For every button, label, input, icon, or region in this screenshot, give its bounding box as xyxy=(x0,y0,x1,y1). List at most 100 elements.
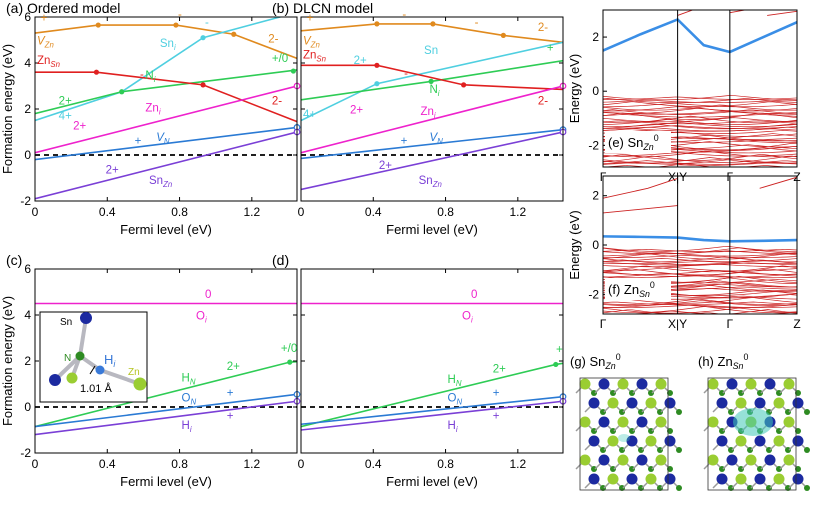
valence-band xyxy=(603,154,797,161)
metal-atom xyxy=(617,416,629,428)
series-line-h-i xyxy=(35,400,297,436)
label-main: - xyxy=(205,17,209,29)
label-main: O xyxy=(448,392,457,404)
defect-label: Ni xyxy=(429,84,439,98)
label-superscript: 0 xyxy=(650,280,655,290)
transition-point xyxy=(461,82,467,88)
lattice xyxy=(575,378,682,491)
transition-point xyxy=(200,35,206,41)
label-main: + xyxy=(556,344,563,356)
conduction-band xyxy=(767,10,797,16)
defect-label: 0 xyxy=(471,289,477,301)
valence-band xyxy=(603,125,797,129)
metal-atom xyxy=(588,473,600,485)
defect-label: + xyxy=(135,136,142,148)
n-atom xyxy=(804,485,810,491)
n-atom xyxy=(676,447,682,453)
n-atom xyxy=(795,390,801,396)
label-main: H xyxy=(182,420,190,432)
charge-density xyxy=(733,408,773,436)
defect-label: ZnSn xyxy=(37,55,60,69)
valence-band xyxy=(692,312,723,314)
metal-atom xyxy=(655,378,667,390)
defect-label: 2- xyxy=(268,33,278,45)
label-superscript: 0 xyxy=(654,133,659,143)
x-tick-label: 1.2 xyxy=(243,457,260,471)
structure-title: (g) SnZn0 xyxy=(570,352,621,371)
defect-label: 2+ xyxy=(106,164,119,176)
transition-point xyxy=(200,82,206,88)
y-tick-label: 6 xyxy=(24,262,31,276)
band-panel-title: (e) SnZn0 xyxy=(608,133,659,152)
valence-band xyxy=(603,250,797,255)
series-group xyxy=(301,302,563,431)
label-subscript: i xyxy=(159,107,161,116)
band-frame xyxy=(602,9,798,168)
label-main: Sn xyxy=(149,175,163,187)
y-tick-label: 2 xyxy=(24,354,31,368)
defect-label: - xyxy=(178,9,182,21)
defect-label: 2+ xyxy=(350,105,363,117)
transition-point xyxy=(374,21,380,27)
x-axis-label: Fermi level (eV) xyxy=(120,222,212,237)
transition-point xyxy=(430,21,436,27)
label-subscript: i xyxy=(438,89,440,98)
metal-atom xyxy=(735,397,747,409)
valence-band xyxy=(603,96,797,100)
conduction-band xyxy=(729,10,748,14)
n-atom xyxy=(75,351,85,361)
label-main: 2+ xyxy=(493,364,506,376)
defect-label: 2- xyxy=(538,22,548,34)
metal-atom xyxy=(655,454,667,466)
metal-atom xyxy=(716,473,728,485)
metal-atom xyxy=(773,435,785,447)
y-tick-label: 2 xyxy=(592,30,599,44)
metal-atom xyxy=(783,416,795,428)
x-tick-label: 0 xyxy=(298,457,305,471)
valence-band xyxy=(603,103,797,108)
label-main: H xyxy=(448,420,456,432)
valence-band xyxy=(603,271,797,277)
defect-label: ON xyxy=(448,392,463,406)
sn-atom xyxy=(80,312,92,324)
defect-label: HN xyxy=(182,373,196,387)
series-line-v-zn xyxy=(301,23,563,44)
label-subscript: Zn xyxy=(432,180,442,189)
metal-atom xyxy=(617,454,629,466)
label-main: H xyxy=(104,352,113,367)
transition-point xyxy=(231,31,237,37)
structure-title: (h) ZnSn0 xyxy=(698,352,748,371)
y-tick-label: 2 xyxy=(592,189,599,203)
label-main: 2- xyxy=(538,95,548,107)
valence-band xyxy=(603,128,797,132)
metal-atom xyxy=(707,454,719,466)
metal-atom xyxy=(645,435,657,447)
x-axis-label: Fermi level (eV) xyxy=(386,474,478,489)
defect-label: Hi xyxy=(448,420,458,434)
x-tick-label: 0.8 xyxy=(171,205,188,219)
transition-point xyxy=(287,359,293,365)
inset-structure: Sn N Hi Zn 1.01 Å xyxy=(39,311,148,403)
panel-title: (c) xyxy=(6,252,22,268)
defect-label: 2+ xyxy=(227,361,240,373)
label-main: - xyxy=(404,68,408,80)
valence-band xyxy=(603,259,797,265)
conduction-band xyxy=(603,205,678,214)
valence-band xyxy=(603,117,797,123)
label-main: + xyxy=(547,43,554,55)
series-line-v-n xyxy=(35,126,297,161)
label-subscript: i xyxy=(174,43,176,52)
defect-band xyxy=(603,235,797,243)
metal-atom xyxy=(773,397,785,409)
series-line-zn-sn xyxy=(301,64,563,91)
defect-band xyxy=(603,17,797,54)
transition-point xyxy=(95,22,101,28)
label-main: Sn xyxy=(160,38,174,50)
series-line-o-n xyxy=(35,393,297,428)
label-main: N xyxy=(145,70,153,82)
label-main: Zn xyxy=(303,49,316,61)
n-atom xyxy=(804,447,810,453)
valence-band xyxy=(603,106,797,112)
valence-band xyxy=(603,301,797,306)
